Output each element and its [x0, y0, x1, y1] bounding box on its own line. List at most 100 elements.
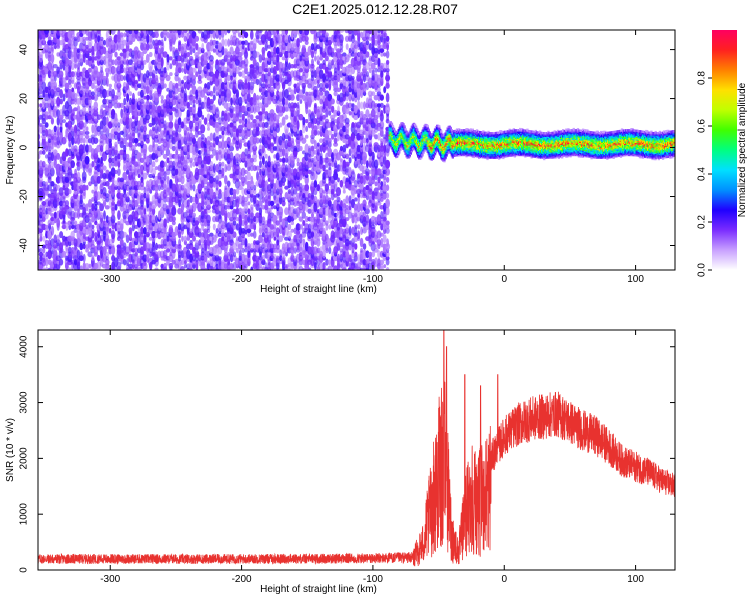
heatmap-cell — [47, 61, 52, 71]
heatmap-cell — [327, 137, 332, 144]
heatmap-cell — [163, 83, 167, 89]
heatmap-cell — [259, 137, 262, 144]
heatmap-cell — [256, 94, 260, 101]
heatmap-cell — [365, 71, 369, 78]
heatmap-cell — [221, 161, 225, 167]
heatmap-cell — [61, 151, 67, 162]
heatmap-cell — [53, 149, 58, 156]
heatmap-cell — [232, 231, 237, 238]
heatmap-cell — [178, 238, 182, 247]
heatmap-cell — [91, 160, 95, 168]
heatmap-cell — [354, 224, 358, 230]
heatmap-cell — [84, 47, 90, 54]
heatmap-cell — [53, 44, 57, 50]
heatmap-cell — [85, 184, 89, 191]
heatmap-cell — [221, 220, 225, 226]
heatmap-cell — [87, 163, 93, 174]
heatmap-cell — [226, 89, 232, 99]
chart-title: C2E1.2025.012.12.28.R07 — [292, 1, 458, 17]
heatmap-cell — [186, 165, 190, 172]
heatmap-cell — [178, 40, 182, 46]
heatmap-cell — [192, 184, 196, 192]
heatmap-cell — [209, 161, 214, 168]
heatmap-cell — [253, 184, 257, 191]
heatmap-cell — [56, 135, 60, 146]
heatmap-cell — [96, 30, 101, 35]
heatmap-cell — [42, 89, 46, 98]
heatmap-cell — [85, 36, 89, 41]
heatmap-cell — [64, 82, 70, 90]
heatmap-cell — [218, 180, 222, 188]
heatmap-cell — [88, 89, 92, 98]
heatmap-cell — [140, 192, 144, 199]
heatmap-cell — [313, 102, 317, 108]
heatmap-cell — [91, 255, 95, 262]
heatmap-cell — [192, 212, 196, 218]
heatmap-cell — [276, 255, 280, 261]
heatmap-cell — [197, 154, 202, 159]
heatmap-cell — [59, 156, 63, 165]
heatmap-cell — [79, 234, 83, 243]
heatmap-cell — [250, 114, 254, 121]
heatmap-cell — [310, 145, 315, 152]
heatmap-cell — [192, 99, 196, 104]
heatmap-cell — [114, 141, 118, 148]
heatmap-cell — [56, 52, 60, 57]
heatmap-cell — [143, 95, 147, 100]
heatmap-cell — [38, 150, 44, 155]
heatmap-cell — [100, 54, 103, 63]
heatmap-cell — [125, 133, 130, 141]
heatmap-cell — [374, 181, 378, 187]
heatmap-cell — [259, 168, 262, 176]
heatmap-cell — [50, 220, 55, 226]
heatmap-cell — [226, 180, 231, 188]
heatmap-cell — [59, 173, 64, 179]
heatmap-cell — [168, 121, 174, 129]
heatmap-cell — [52, 183, 58, 192]
heatmap-cell — [267, 155, 271, 166]
heatmap-cell — [324, 32, 329, 38]
heatmap-cell — [47, 128, 52, 137]
heatmap-cell — [269, 142, 275, 147]
heatmap-cell — [354, 251, 358, 257]
heatmap-cell — [197, 74, 202, 82]
heatmap-cell — [91, 124, 95, 134]
heatmap-cell — [39, 123, 43, 127]
heatmap-cell — [227, 30, 231, 34]
heatmap-cell — [88, 181, 92, 187]
heatmap-cell — [50, 189, 55, 195]
heatmap-cell — [90, 91, 95, 96]
heatmap-cell — [391, 125, 395, 128]
heatmap-cell — [44, 141, 50, 148]
heatmap-cell — [82, 39, 87, 47]
heatmap-cell — [96, 191, 101, 201]
heatmap-cell — [103, 210, 106, 220]
heatmap-cell — [56, 197, 60, 202]
heatmap-cell — [327, 59, 332, 65]
heatmap-cell — [53, 98, 57, 105]
heatmap-cell — [195, 217, 199, 222]
heatmap-cell — [93, 101, 99, 110]
heatmap-cell — [142, 143, 148, 154]
heatmap-cell — [91, 224, 95, 229]
heatmap-cell — [38, 177, 44, 183]
heatmap-cell — [385, 159, 391, 169]
heatmap-cell — [99, 161, 104, 167]
heatmap-cell — [123, 75, 127, 81]
heatmap-cell — [45, 207, 49, 215]
heatmap-cell — [371, 151, 375, 161]
heatmap-cell — [97, 157, 101, 164]
heatmap-cell — [96, 90, 101, 97]
heatmap-cell — [230, 97, 234, 106]
heatmap-cell — [41, 81, 47, 91]
heatmap-cell — [362, 243, 367, 250]
heatmap-cell — [244, 47, 248, 54]
heatmap-cell — [64, 200, 70, 207]
heatmap-cell — [192, 134, 196, 139]
heatmap-cell — [47, 69, 52, 79]
heatmap-cell — [79, 118, 84, 124]
heatmap-cell — [50, 53, 55, 64]
heatmap-cell — [38, 251, 44, 257]
heatmap-cell — [42, 235, 46, 242]
heatmap-cell — [181, 79, 184, 84]
